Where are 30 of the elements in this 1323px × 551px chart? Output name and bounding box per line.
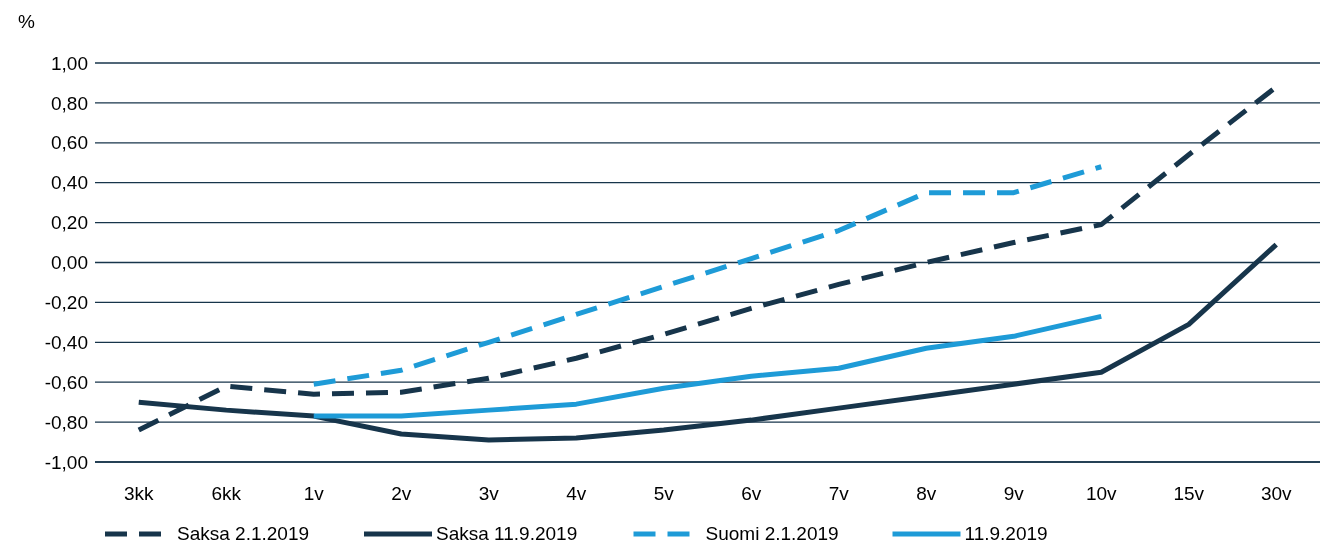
y-tick-label: 0,00 [51,252,88,274]
legend-label: Saksa 2.1.2019 [177,523,310,544]
legend-label: Suomi 2.1.2019 [705,523,839,544]
y-tick-label: 0,20 [51,212,88,234]
x-tick-label: 15v [1173,483,1205,504]
x-tick-label: 30v [1260,483,1293,504]
y-tick-label: -0,60 [44,371,88,393]
y-tick-label: -0,20 [44,292,88,314]
legend-label: 11.9.2019 [964,523,1048,544]
x-tick-label: 6kk [211,483,242,504]
x-tick-label: 3kk [123,483,155,504]
y-axis-title: % [18,11,35,32]
legend-label: Saksa 11.9.2019 [436,523,578,544]
y-tick-label: 0,80 [51,92,88,114]
x-tick-label: 5v [653,483,675,504]
x-tick-label: 1v [303,483,325,504]
x-tick-label: 4v [566,483,587,504]
y-tick-label: 1,00 [51,52,88,74]
x-tick-label: 7v [828,483,850,504]
x-tick-label: 9v [1003,483,1025,504]
y-tick-label: 0,40 [51,172,88,194]
x-tick-label: 6v [741,483,762,504]
y-tick-label: -0,40 [44,331,88,353]
y-tick-label: -0,80 [44,411,88,433]
x-tick-label: 8v [916,483,937,504]
x-tick-label: 3v [478,483,500,504]
x-tick-label: 10v [1085,483,1118,504]
x-tick-label: 2v [391,483,412,504]
y-tick-label: 0,60 [51,132,88,154]
y-tick-label: -1,00 [44,451,88,473]
